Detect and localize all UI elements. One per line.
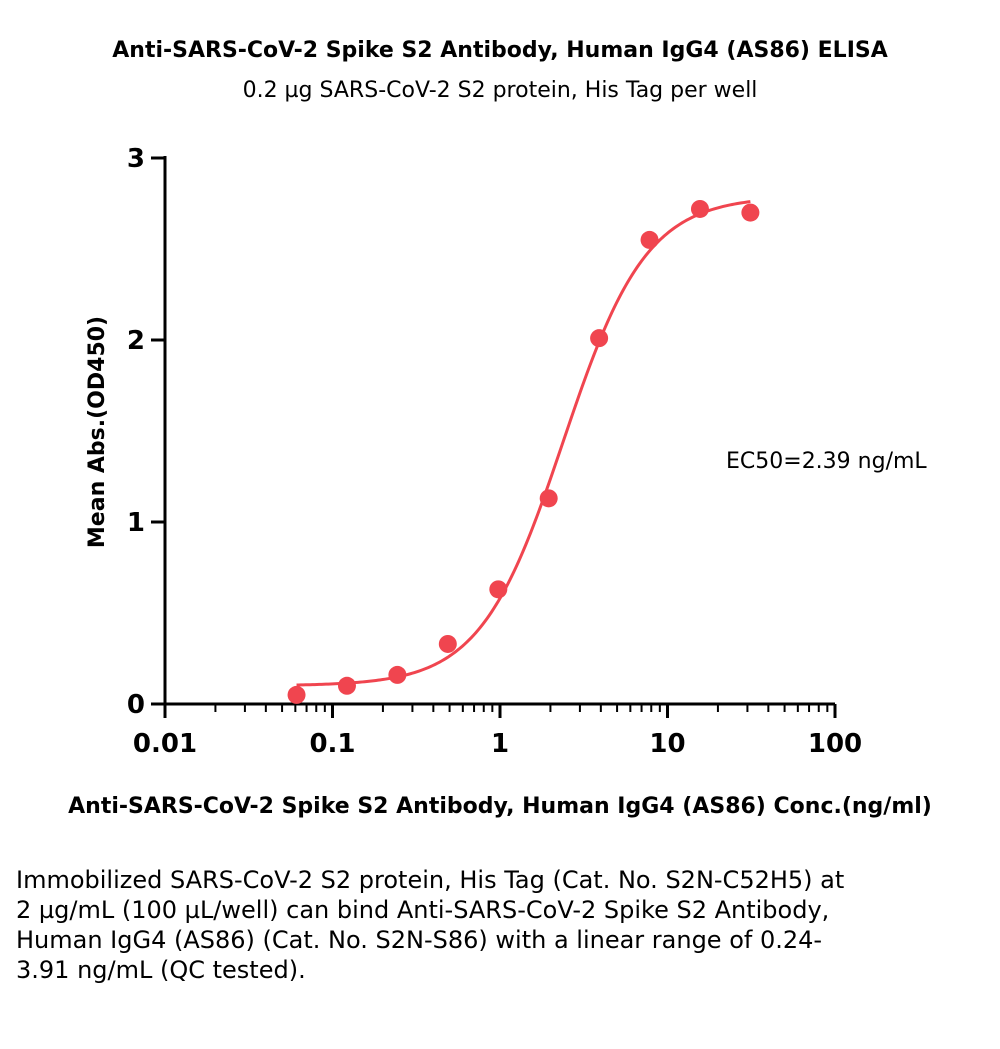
y-tick-label: 1 [127, 508, 145, 538]
chart-title: Anti-SARS-CoV-2 Spike S2 Antibody, Human… [112, 38, 888, 63]
x-axis-title: Anti-SARS-CoV-2 Spike S2 Antibody, Human… [68, 794, 932, 819]
x-tick-label: 100 [808, 729, 862, 759]
data-point [489, 580, 508, 599]
x-tick-label: 1 [491, 729, 509, 759]
elisa-chart: 0 1 2 3 0.01 0.1 1 10 100 EC50=2.39 ng/mL Anti-S… [68, 144, 932, 819]
data-point [741, 203, 760, 222]
ec50-annotation: EC50=2.39 ng/mL [726, 449, 927, 474]
data-point [640, 230, 659, 249]
x-tick-label: 0.01 [133, 729, 197, 759]
x-tick-label: 0.1 [309, 729, 355, 759]
y-tick-label: 2 [127, 326, 145, 356]
data-point [388, 665, 407, 684]
axes: 0 1 2 3 0.01 0.1 1 10 100 [127, 144, 862, 759]
data-point [438, 634, 457, 653]
figure-caption: Immobilized SARS-CoV-2 S2 protein, His T… [16, 866, 845, 984]
y-axis-title: Mean Abs.(OD450) [85, 316, 110, 548]
data-point [539, 489, 558, 508]
y-tick-label: 0 [127, 690, 145, 720]
fit-curve [296, 200, 751, 687]
x-tick-label: 10 [649, 729, 685, 759]
data-point [590, 329, 609, 348]
data-point [337, 676, 356, 695]
chart-subtitle: 0.2 µg SARS-CoV-2 S2 protein, His Tag pe… [242, 78, 758, 103]
data-points [287, 199, 760, 704]
y-tick-label: 3 [127, 144, 145, 174]
data-point [287, 685, 306, 704]
data-point [690, 199, 709, 218]
